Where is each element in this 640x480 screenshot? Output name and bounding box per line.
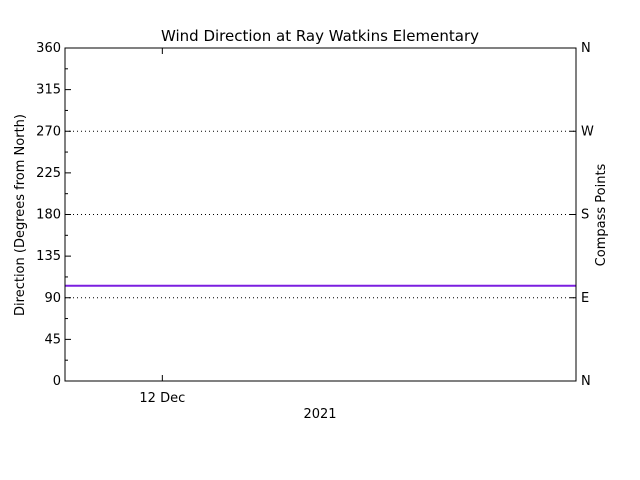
x-axis: 12 Dec [139,48,185,406]
x-tick-label: 12 Dec [139,391,185,406]
y-tick-label-180: 180 [36,208,61,223]
y-tick-label-45: 45 [44,332,61,347]
y-tick-label-225: 225 [36,166,61,181]
y-tick-label-360: 360 [36,41,61,56]
y2-tick-label-270: W [581,124,594,139]
gridlines [65,130,576,299]
x-axis-label: 2021 [303,407,336,422]
y-tick-label-90: 90 [44,291,61,306]
right-y-axis: N E S W N [570,41,594,389]
y-tick-label-315: 315 [36,83,61,98]
left-y-axis: 0 45 90 135 180 225 270 315 360 [36,41,71,389]
y2-axis-label: Compass Points [594,163,609,266]
y2-tick-label-180: S [581,208,589,223]
y2-tick-label-360: N [581,41,591,56]
y-tick-label-270: 270 [36,124,61,139]
y-tick-label-0: 0 [53,374,61,389]
y2-tick-label-90: E [581,291,589,306]
y2-tick-label-0: N [581,374,591,389]
y-axis-label: Direction (Degrees from North) [13,114,28,316]
y-tick-label-135: 135 [36,249,61,264]
chart-title: Wind Direction at Ray Watkins Elementary [161,27,479,45]
